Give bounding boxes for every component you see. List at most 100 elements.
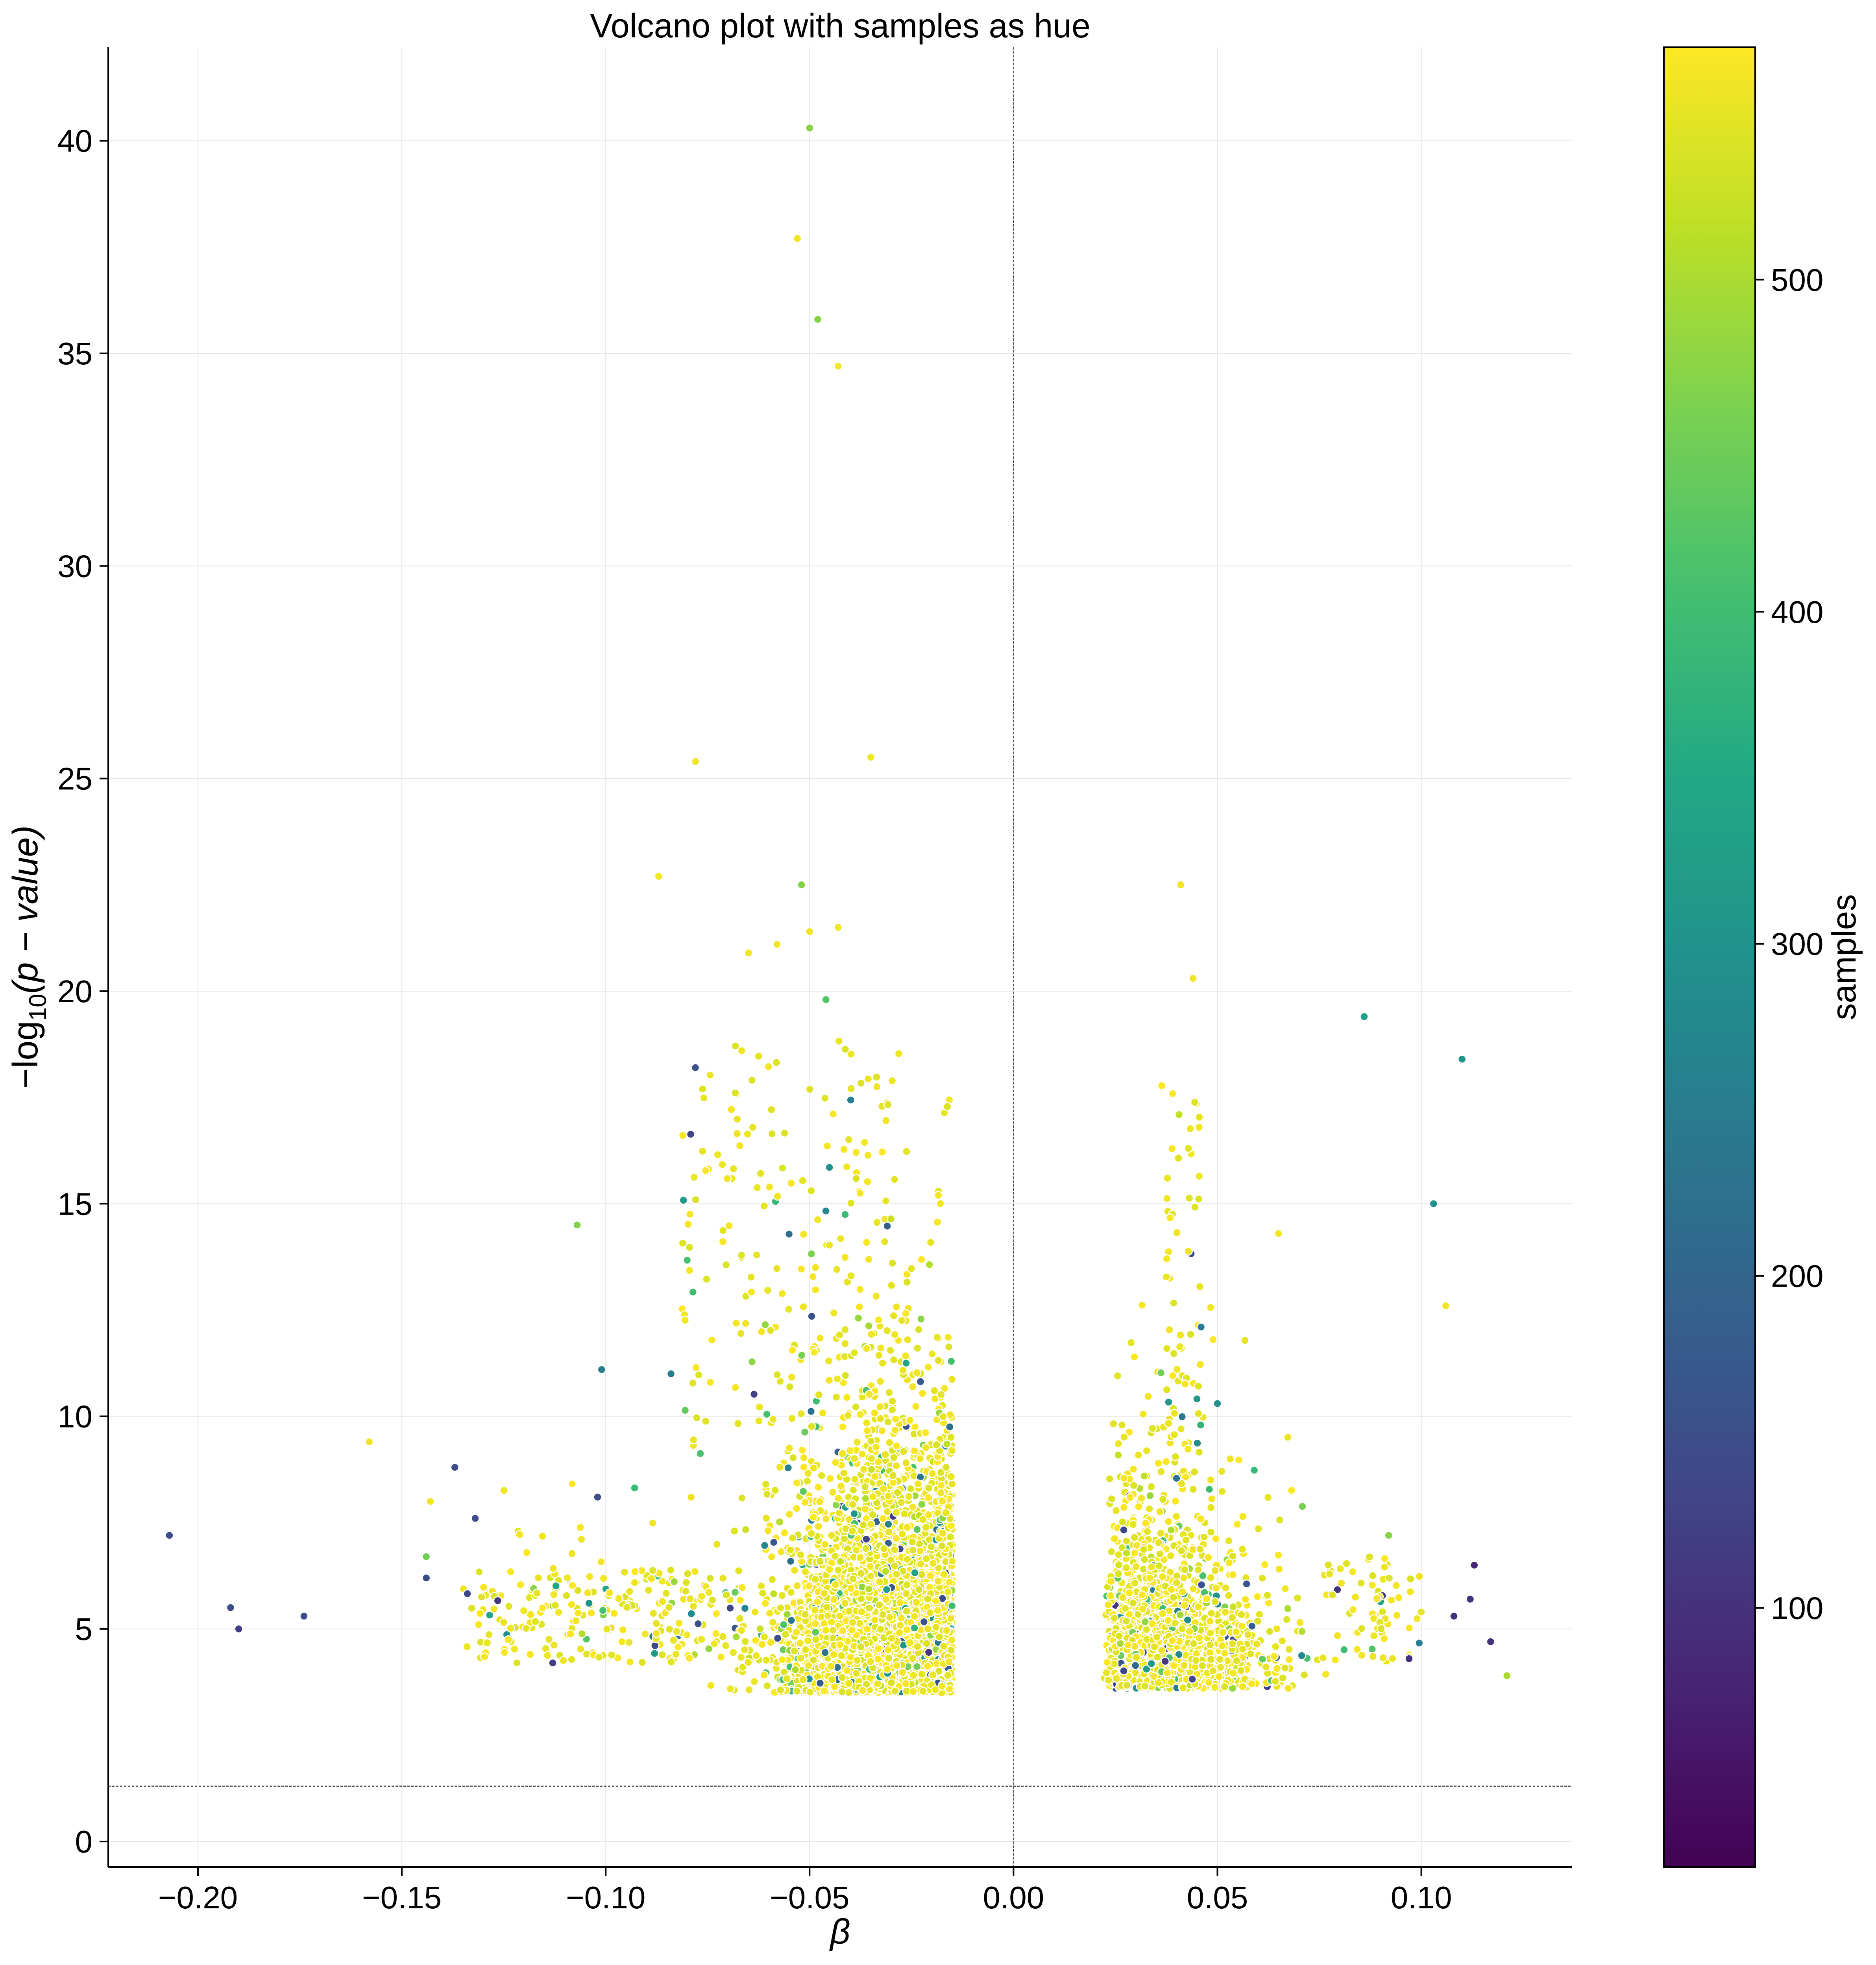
scatter-point — [852, 1438, 862, 1447]
scatter-point — [801, 1645, 810, 1654]
scatter-point — [796, 1653, 806, 1663]
scatter-point — [889, 1311, 898, 1320]
scatter-point — [559, 1656, 568, 1665]
scatter-point — [625, 1638, 634, 1647]
scatter-point — [870, 1616, 880, 1625]
scatter-point — [910, 1446, 919, 1455]
scatter-point — [902, 1278, 911, 1287]
scatter-point — [847, 1199, 856, 1208]
scatter-point — [730, 1588, 740, 1597]
scatter-point — [584, 1599, 593, 1608]
scatter-point — [867, 1330, 876, 1339]
scatter-point — [872, 1073, 881, 1082]
scatter-point — [796, 1550, 805, 1560]
scatter-point — [943, 1587, 953, 1597]
scatter-point — [499, 1618, 508, 1627]
scatter-point — [884, 1527, 893, 1537]
scatter-point — [836, 1481, 846, 1491]
scatter-point — [847, 1584, 856, 1593]
scatter-point — [914, 1325, 923, 1334]
scatter-point — [834, 1566, 843, 1575]
scatter-point — [885, 1438, 894, 1447]
scatter-point — [785, 1382, 795, 1391]
scatter-point — [913, 1525, 922, 1534]
scatter-point — [910, 1623, 919, 1633]
scatter-point — [630, 1483, 639, 1492]
scatter-point — [862, 1535, 871, 1544]
scatter-point — [874, 1644, 883, 1653]
scatter-point — [688, 1287, 698, 1297]
scatter-point — [869, 1492, 878, 1501]
scatter-point — [630, 1567, 640, 1576]
scatter-point — [587, 1609, 596, 1618]
scatter-point — [909, 1687, 918, 1696]
scatter-point — [752, 1183, 762, 1192]
scatter-point — [735, 1614, 745, 1623]
scatter-point — [583, 1588, 592, 1597]
scatter-point — [726, 1684, 735, 1694]
scatter-point — [765, 1182, 774, 1192]
scatter-point — [617, 1637, 627, 1646]
scatter-point — [740, 1604, 750, 1613]
scatter-point — [787, 1178, 796, 1188]
scatter-point — [895, 1628, 904, 1637]
scatter-point — [732, 1319, 741, 1328]
scatter-point — [941, 1463, 951, 1472]
scatter-point — [878, 1147, 887, 1157]
scatter-point — [698, 1084, 707, 1093]
scatter-point — [865, 1603, 874, 1613]
scatter-point — [551, 1601, 560, 1610]
scatter-point — [641, 1629, 650, 1639]
scatter-point — [682, 1630, 691, 1640]
scatter-point — [532, 1588, 542, 1598]
scatter-point — [944, 1657, 954, 1666]
scatter-point — [696, 1449, 705, 1458]
scatter-point — [837, 1651, 846, 1660]
scatter-point — [658, 1650, 667, 1659]
scatter-point — [903, 1335, 912, 1344]
scatter-point — [906, 1484, 915, 1493]
scatter-point — [730, 1526, 739, 1536]
scatter-point — [500, 1648, 509, 1657]
scatter-point — [685, 1653, 694, 1663]
scatter-point — [923, 1662, 932, 1671]
scatter-point — [932, 1623, 941, 1632]
scatter-point — [567, 1655, 576, 1664]
scatter-point — [673, 1642, 683, 1651]
scatter-point — [763, 1681, 772, 1690]
scatter-point — [737, 1250, 746, 1260]
scatter-point — [549, 1564, 558, 1573]
scatter-point — [784, 1463, 793, 1472]
scatter-point — [878, 1359, 887, 1368]
scatter-point — [821, 1626, 830, 1635]
scatter-point — [516, 1580, 525, 1589]
scatter-point — [681, 1586, 690, 1596]
scatter-point — [784, 1230, 794, 1239]
scatter-point — [706, 1681, 715, 1690]
scatter-point — [876, 1625, 885, 1634]
scatter-point — [901, 1351, 910, 1361]
scatter-point — [879, 1544, 889, 1553]
scatter-point — [727, 1105, 736, 1114]
scatter-point — [893, 1488, 902, 1497]
scatter-point — [885, 1388, 894, 1397]
scatter-point — [525, 1650, 535, 1659]
scatter-point — [945, 1684, 954, 1694]
scatter-point — [861, 1494, 870, 1503]
scatter-point — [859, 1520, 868, 1529]
scatter-point — [775, 1517, 784, 1527]
scatter-point — [671, 1649, 680, 1659]
scatter-point — [859, 1465, 869, 1474]
scatter-point — [729, 1164, 738, 1173]
scatter-point — [811, 1575, 820, 1584]
scatter-point — [786, 1545, 795, 1555]
scatter-point — [648, 1518, 658, 1527]
scatter-point — [856, 1285, 865, 1294]
scatter-point — [625, 1657, 635, 1667]
scatter-point — [690, 1567, 700, 1576]
scatter-point — [895, 1598, 905, 1607]
scatter-point — [531, 1617, 540, 1626]
scatter-point — [791, 1665, 800, 1674]
scatter-point — [946, 1646, 956, 1655]
scatter-point — [740, 1645, 749, 1655]
